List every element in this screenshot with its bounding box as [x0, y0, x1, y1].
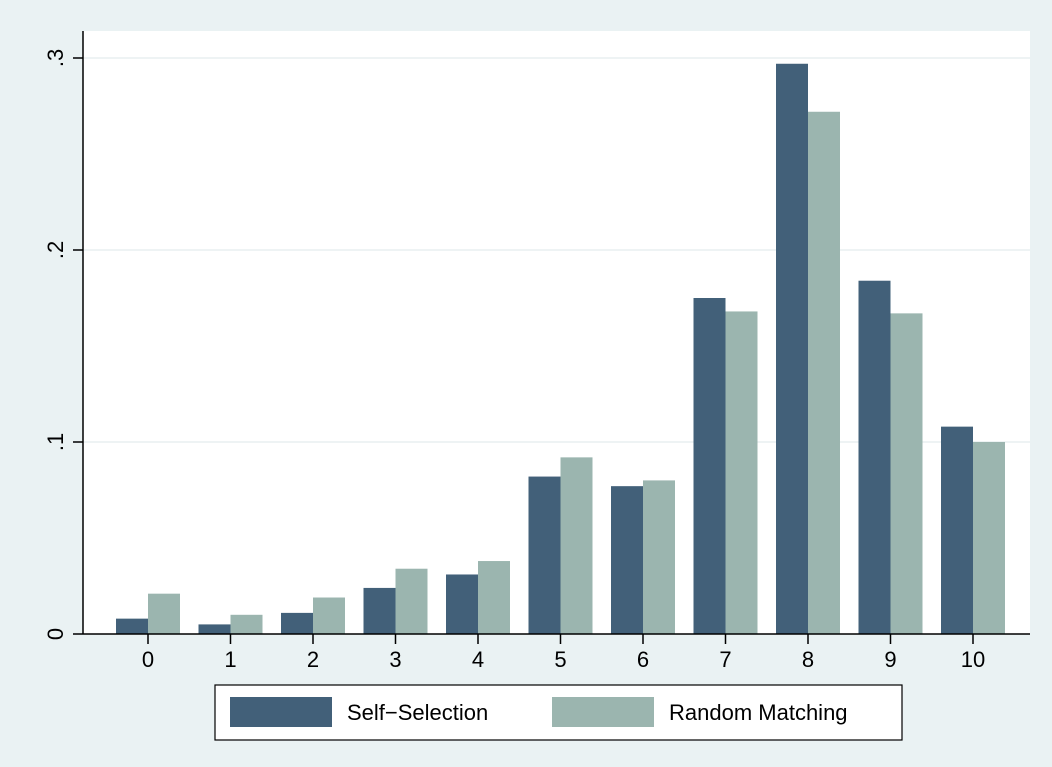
x-tick-label: 7 — [719, 647, 731, 672]
x-tick-label: 6 — [637, 647, 649, 672]
bar-self-selection-10 — [941, 426, 973, 634]
x-tick-label: 3 — [389, 647, 401, 672]
x-tick-label: 9 — [884, 647, 896, 672]
x-tick-label: 5 — [554, 647, 566, 672]
bar-random-matching-0 — [148, 593, 180, 634]
bars — [116, 63, 1005, 634]
bar-random-matching-6 — [643, 480, 675, 634]
bar-random-matching-9 — [890, 313, 923, 634]
legend-label-random-matching: Random Matching — [669, 700, 848, 725]
bar-self-selection-1 — [198, 624, 231, 634]
bar-self-selection-6 — [611, 486, 643, 634]
bar-random-matching-4 — [478, 561, 510, 634]
y-tick-label: .2 — [43, 241, 68, 259]
x-tick-label: 8 — [802, 647, 814, 672]
legend-swatch-self-selection — [230, 697, 332, 727]
legend: Self−Selection Random Matching — [214, 684, 903, 741]
bar-self-selection-0 — [116, 618, 148, 634]
bar-self-selection-3 — [363, 587, 396, 634]
bar-random-matching-1 — [230, 614, 263, 634]
bar-random-matching-10 — [973, 442, 1005, 634]
x-tick-label: 10 — [961, 647, 985, 672]
x-tick-label: 0 — [142, 647, 154, 672]
bar-self-selection-9 — [858, 280, 891, 634]
legend-swatch-random-matching — [552, 697, 654, 727]
y-tick-label: 0 — [43, 628, 68, 640]
legend-label-self-selection: Self−Selection — [347, 700, 488, 725]
bar-self-selection-2 — [281, 612, 313, 634]
y-axis-ticks: 0 .1 .2 .3 — [43, 49, 83, 640]
y-tick-label: .3 — [43, 49, 68, 67]
bar-random-matching-3 — [395, 568, 428, 634]
bar-random-matching-7 — [725, 311, 758, 634]
bar-self-selection-8 — [776, 63, 808, 634]
x-tick-label: 1 — [224, 647, 236, 672]
bar-random-matching-5 — [560, 457, 593, 634]
y-tick-label: .1 — [43, 433, 68, 451]
x-tick-label: 2 — [307, 647, 319, 672]
bar-self-selection-7 — [693, 298, 726, 634]
bar-self-selection-4 — [446, 574, 478, 634]
x-tick-label: 4 — [472, 647, 484, 672]
bar-random-matching-2 — [313, 597, 345, 634]
bar-random-matching-8 — [808, 111, 840, 634]
x-axis-ticks: 0 1 2 3 4 5 6 7 8 9 10 — [142, 634, 985, 672]
bar-self-selection-5 — [528, 476, 561, 634]
